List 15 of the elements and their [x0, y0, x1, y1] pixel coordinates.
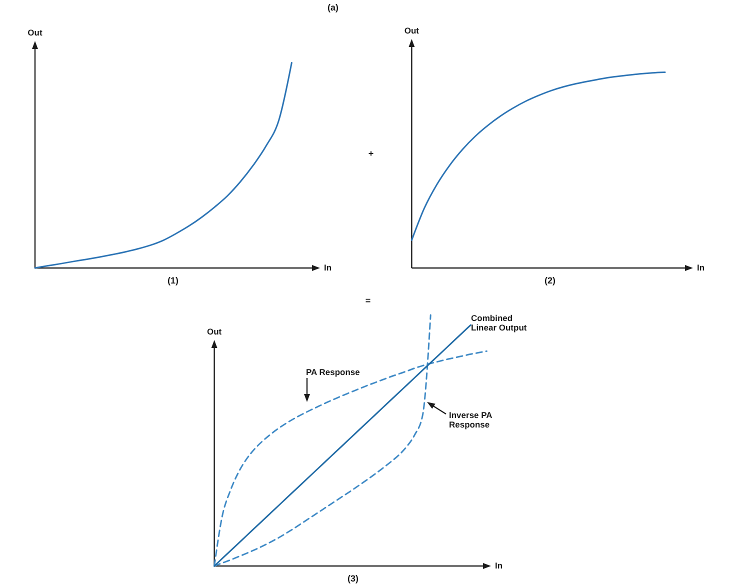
text: = [365, 295, 371, 306]
y-axis-title: Out [404, 25, 420, 36]
text: Inverse PA Response [449, 410, 492, 430]
series-label: PA Response [306, 367, 360, 378]
x-axis-title: In [697, 262, 705, 272]
text: (2) [544, 275, 556, 286]
y-axis-title: Out [28, 27, 42, 38]
series-label: Combined Linear Output [471, 313, 527, 333]
x-axis-title: In [324, 262, 332, 272]
text: (a) [328, 2, 338, 12]
text: + [368, 148, 374, 158]
x-axis-title: In [495, 560, 503, 570]
y-axis-title: Out [206, 326, 222, 336]
text: (3) [348, 573, 358, 584]
text: (1) [168, 275, 178, 286]
